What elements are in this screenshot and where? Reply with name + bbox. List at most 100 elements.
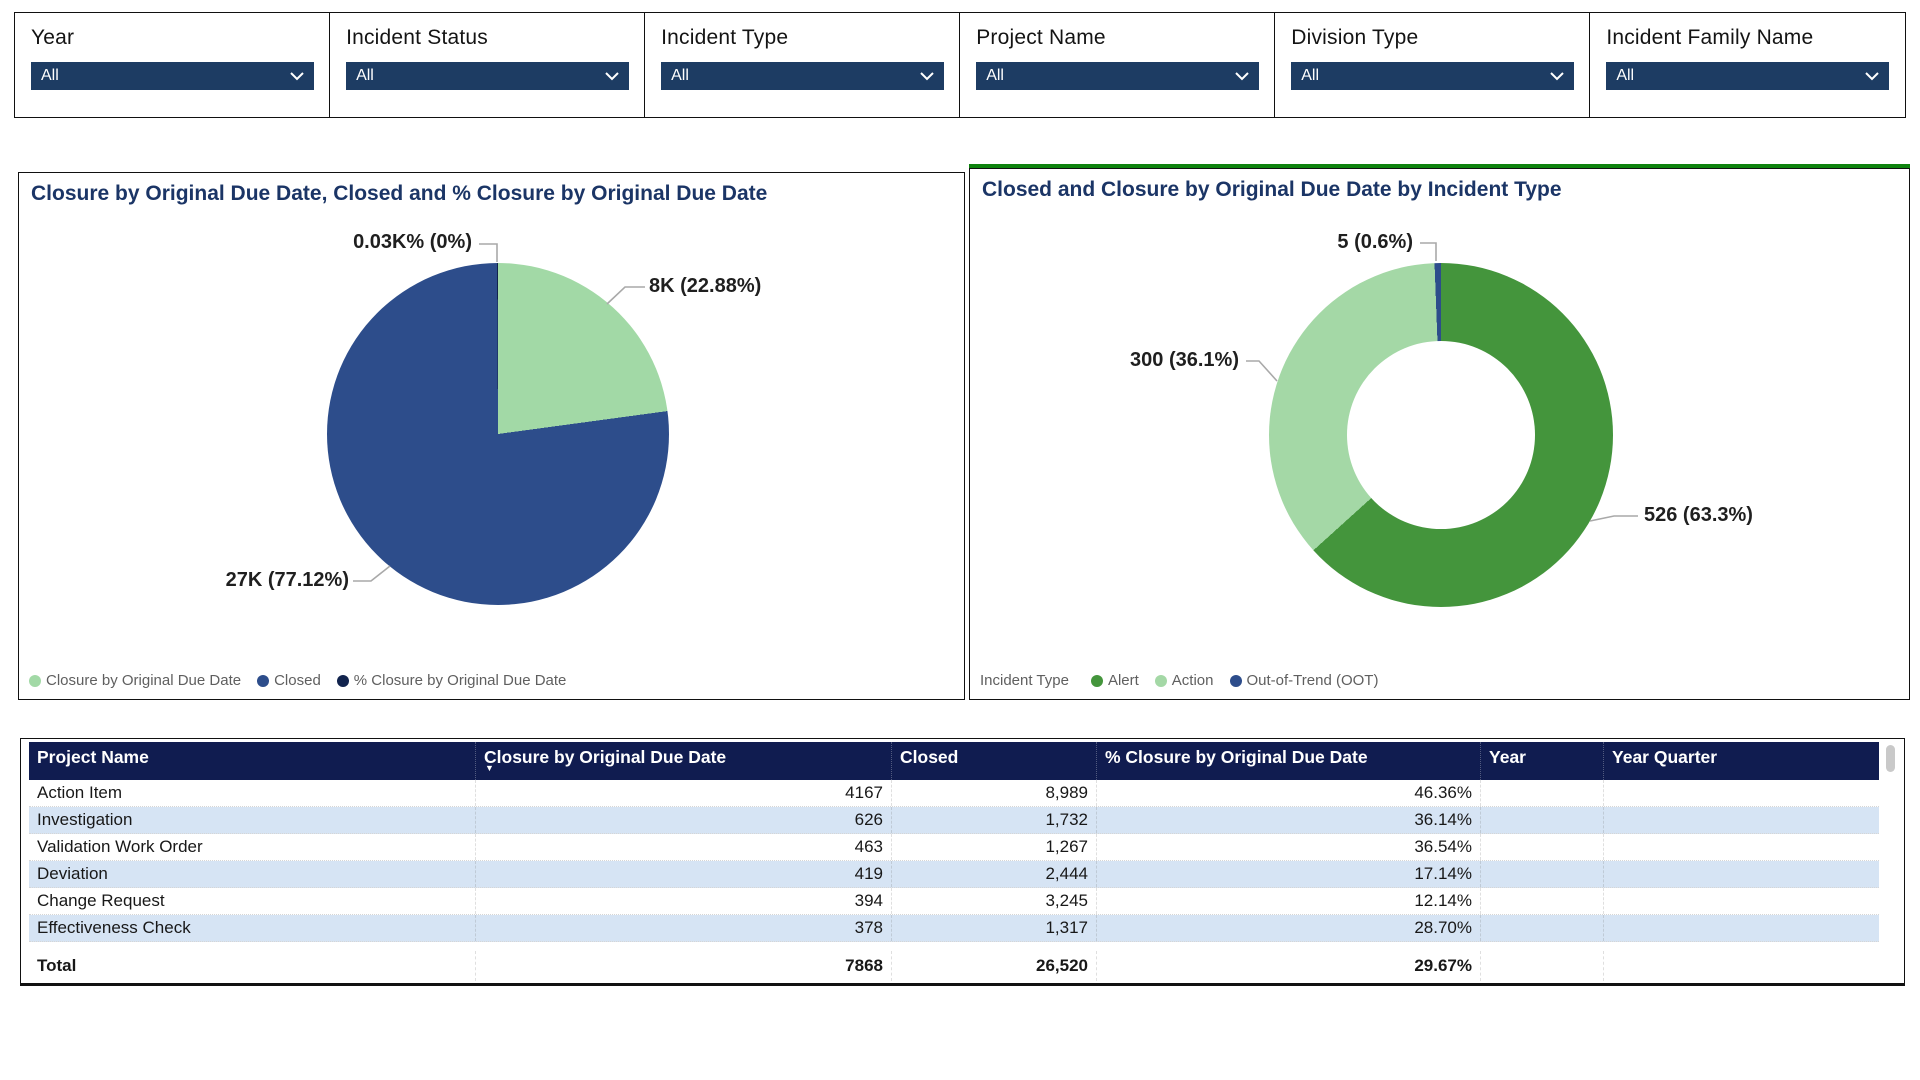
year-dropdown[interactable]: All	[31, 62, 314, 90]
pie-chart-card: Closure by Original Due Date, Closed and…	[18, 172, 965, 700]
slicer-year: Year All	[14, 12, 331, 118]
legend-dot	[29, 674, 41, 687]
slicer-project-name: Project Name All	[959, 12, 1276, 118]
legend-item-closure-by-original-due-date[interactable]: Closure by Original Due Date	[29, 672, 241, 689]
table-cell: Deviation	[37, 864, 108, 883]
table-row[interactable]: Action Item 4167 8,989 46.36%	[29, 780, 1879, 807]
dropdown-value: All	[1301, 67, 1320, 84]
table-cell: 26,520	[891, 951, 1096, 981]
column-header-year[interactable]: Year	[1480, 742, 1603, 780]
table-cell: 12.14%	[1096, 888, 1480, 914]
legend-label: Closed	[274, 672, 321, 689]
legend-dot	[1090, 674, 1103, 687]
table-cell: 36.14%	[1096, 807, 1480, 833]
table-cell: 1,732	[891, 807, 1096, 833]
table-cell: Validation Work Order	[37, 837, 203, 856]
table-cell: 3,245	[891, 888, 1096, 914]
slicer-label: Incident Type	[661, 26, 789, 49]
project-name-dropdown[interactable]: All	[976, 62, 1259, 90]
column-header-project-name[interactable]: Project Name	[37, 747, 149, 767]
column-header-pct-closure[interactable]: % Closure by Original Due Date	[1096, 742, 1480, 780]
slicer-division-type: Division Type All	[1274, 12, 1591, 118]
table-cell: 626	[475, 807, 891, 833]
pie-chart[interactable]	[327, 263, 669, 605]
division-type-dropdown[interactable]: All	[1291, 62, 1574, 90]
donut-label-action: 300 (36.1%)	[1130, 349, 1239, 371]
sort-descending-icon: ▼	[485, 763, 494, 773]
dropdown-value: All	[986, 67, 1004, 84]
slicer-label: Project Name	[976, 26, 1106, 49]
column-header-closed[interactable]: Closed	[891, 742, 1096, 780]
donut-label-alert: 526 (63.3%)	[1644, 504, 1753, 526]
incident-family-name-dropdown[interactable]: All	[1606, 62, 1889, 90]
slicer-incident-type: Incident Type All	[644, 12, 961, 118]
donut-label-oot: 5 (0.6%)	[1337, 231, 1413, 253]
table-cell	[1480, 807, 1603, 833]
legend-item-alert[interactable]: Alert	[1090, 672, 1139, 689]
legend-label: Action	[1171, 672, 1214, 689]
donut-chart-card: Closed and Closure by Original Due Date …	[969, 168, 1910, 700]
table-cell: 4167	[475, 780, 891, 806]
table-row[interactable]: Effectiveness Check 378 1,317 28.70%	[29, 915, 1879, 942]
dropdown-value: All	[1616, 67, 1635, 84]
chevron-down-icon	[605, 71, 619, 81]
table-cell: Investigation	[37, 810, 133, 829]
table-scrollbar-thumb[interactable]	[1886, 745, 1895, 772]
table-cell	[1480, 951, 1603, 981]
chevron-down-icon	[920, 71, 934, 81]
incident-type-dropdown[interactable]: All	[661, 62, 944, 90]
slicer-incident-family-name: Incident Family Name All	[1589, 12, 1906, 118]
incident-status-dropdown[interactable]: All	[346, 62, 629, 90]
legend-dot	[336, 674, 349, 687]
column-header-closure-by-original-due-date[interactable]: Closure by Original Due Date ▼	[475, 742, 891, 780]
slicer-incident-status: Incident Status All	[329, 12, 646, 118]
donut-hole	[1347, 341, 1535, 529]
table-cell: 378	[475, 915, 891, 941]
table-cell: Effectiveness Check	[37, 918, 191, 937]
table-cell: Action Item	[37, 783, 123, 802]
filter-bar: Year All Incident Status All Incident Ty…	[14, 12, 1906, 118]
table-cell	[1603, 951, 1879, 981]
legend-item-action[interactable]: Action	[1154, 672, 1214, 689]
legend-title: Incident Type	[980, 672, 1069, 689]
table-cell	[1603, 807, 1879, 833]
table-cell	[1603, 888, 1879, 914]
donut-chart-title: Closed and Closure by Original Due Date …	[982, 178, 1562, 201]
table-cell: 8,989	[891, 780, 1096, 806]
pie-chart-title: Closure by Original Due Date, Closed and…	[31, 182, 768, 205]
table-row[interactable]: Investigation 626 1,732 36.14%	[29, 807, 1879, 834]
pie-label-closed: 27K (77.12%)	[225, 569, 349, 591]
data-table: Project Name Closure by Original Due Dat…	[20, 738, 1905, 986]
legend-item-pct-closure[interactable]: % Closure by Original Due Date	[336, 672, 566, 689]
table-cell	[1480, 915, 1603, 941]
legend-item-oot[interactable]: Out-of-Trend (OOT)	[1229, 672, 1379, 689]
column-header-label: Closure by Original Due Date	[484, 747, 727, 767]
legend-label: Closure by Original Due Date	[46, 672, 242, 689]
table-cell: 7868	[475, 951, 891, 981]
legend-item-closed[interactable]: Closed	[257, 672, 321, 689]
table-cell: 1,267	[891, 834, 1096, 860]
table-row[interactable]: Deviation 419 2,444 17.14%	[29, 861, 1879, 888]
table-cell: 419	[475, 861, 891, 887]
table-cell: 36.54%	[1096, 834, 1480, 860]
slicer-label: Division Type	[1291, 26, 1419, 49]
legend-label: Alert	[1107, 672, 1139, 689]
table-row[interactable]: Validation Work Order 463 1,267 36.54%	[29, 834, 1879, 861]
donut-chart[interactable]	[1269, 263, 1613, 607]
table-row[interactable]: Change Request 394 3,245 12.14%	[29, 888, 1879, 915]
legend-label: Out-of-Trend (OOT)	[1246, 672, 1379, 689]
table-cell	[1603, 780, 1879, 806]
slicer-label: Incident Family Name	[1606, 26, 1814, 49]
table-cell: 17.14%	[1096, 861, 1480, 887]
chevron-down-icon	[1550, 71, 1564, 81]
donut-legend: Incident Type Alert Action Out-of-Trend …	[980, 672, 1378, 689]
table-cell: Change Request	[37, 891, 165, 910]
table-cell	[1480, 834, 1603, 860]
pie-label-pct-closure: 0.03K% (0%)	[353, 231, 472, 253]
column-header-year-quarter[interactable]: Year Quarter	[1603, 742, 1879, 780]
chevron-down-icon	[1235, 71, 1249, 81]
chevron-down-icon	[289, 71, 304, 81]
table-cell: 2,444	[891, 861, 1096, 887]
slicer-label: Year	[31, 26, 75, 49]
